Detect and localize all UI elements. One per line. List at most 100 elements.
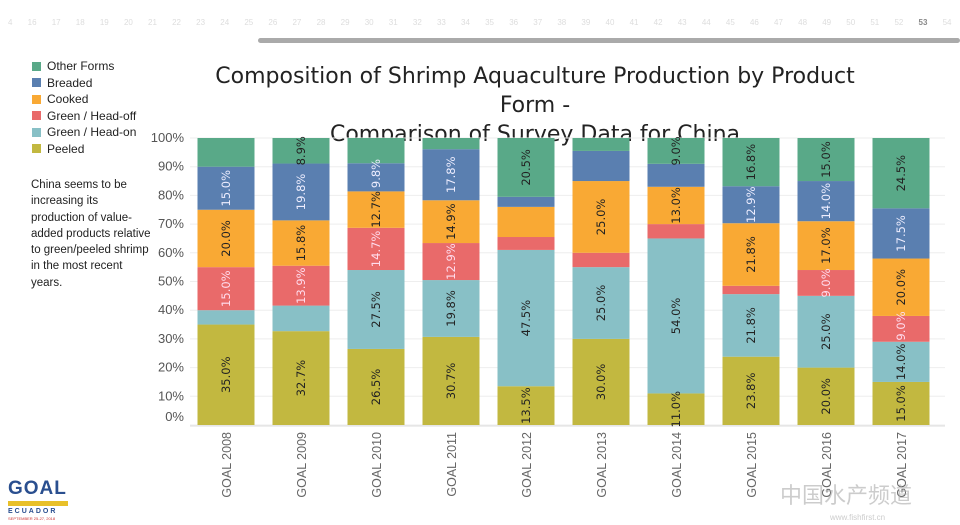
- bar-segment-other-forms[interactable]: [572, 138, 630, 151]
- bar-segment-peeled[interactable]: [722, 356, 780, 425]
- bar-segment-breaded[interactable]: [722, 186, 780, 224]
- bar-segment-peeled[interactable]: [797, 367, 855, 425]
- page-number[interactable]: 28: [316, 18, 326, 27]
- bar-segment-green-head-on[interactable]: [722, 294, 780, 357]
- page-number[interactable]: 29: [340, 18, 350, 27]
- bar-segment-green-head-off[interactable]: [422, 243, 480, 281]
- bar-segment-green-head-off[interactable]: [197, 267, 255, 311]
- page-number[interactable]: 49: [822, 18, 832, 27]
- page-number[interactable]: 17: [51, 18, 61, 27]
- page-number[interactable]: 38: [557, 18, 567, 27]
- bar-segment-cooked[interactable]: [647, 186, 705, 225]
- legend-item[interactable]: Other Forms: [32, 58, 136, 75]
- page-number[interactable]: 24: [220, 18, 230, 27]
- bar-segment-green-head-on[interactable]: [272, 305, 330, 332]
- page-number[interactable]: 34: [461, 18, 470, 27]
- page-number[interactable]: 39: [581, 18, 591, 27]
- bar-segment-peeled[interactable]: [197, 324, 255, 425]
- bar-segment-green-head-on[interactable]: [422, 280, 480, 337]
- page-number[interactable]: 43: [677, 18, 687, 27]
- bar-segment-breaded[interactable]: [572, 150, 630, 182]
- bar-segment-green-head-off[interactable]: [272, 265, 330, 306]
- legend-item[interactable]: Green / Head-off: [32, 108, 136, 125]
- page-number[interactable]: 37: [533, 18, 543, 27]
- bar-segment-green-head-off[interactable]: [872, 315, 930, 342]
- legend-item[interactable]: Green / Head-on: [32, 124, 136, 141]
- page-number[interactable]: 19: [99, 18, 109, 27]
- bar-segment-green-head-off[interactable]: [347, 227, 405, 271]
- bar-segment-other-forms[interactable]: [347, 138, 405, 164]
- bar-segment-green-head-on[interactable]: [197, 310, 255, 325]
- page-number[interactable]: 33: [436, 18, 446, 27]
- bar-segment-breaded[interactable]: [872, 208, 930, 259]
- bar-segment-green-head-off[interactable]: [647, 224, 705, 239]
- bar-segment-cooked[interactable]: [797, 221, 855, 271]
- bar-segment-other-forms[interactable]: [422, 138, 480, 150]
- page-number[interactable]: 51: [870, 18, 880, 27]
- bar-segment-other-forms[interactable]: [797, 138, 855, 182]
- bar-segment-other-forms[interactable]: [722, 138, 780, 187]
- page-number[interactable]: 42: [653, 18, 663, 27]
- legend-item[interactable]: Breaded: [32, 75, 136, 92]
- page-number[interactable]: 16: [27, 18, 37, 27]
- bar-segment-cooked[interactable]: [422, 200, 480, 244]
- bar-segment-cooked[interactable]: [872, 258, 930, 316]
- bar-segment-green-head-off[interactable]: [722, 285, 780, 295]
- bar-segment-green-head-on[interactable]: [347, 270, 405, 349]
- bar-segment-other-forms[interactable]: [497, 138, 555, 197]
- page-number[interactable]: 32: [412, 18, 422, 27]
- bar-segment-peeled[interactable]: [272, 331, 330, 425]
- bar-segment-cooked[interactable]: [347, 191, 405, 228]
- page-number[interactable]: 36: [509, 18, 519, 27]
- page-number[interactable]: 53: [918, 18, 928, 27]
- bar-segment-peeled[interactable]: [872, 381, 930, 425]
- bar-segment-other-forms[interactable]: [872, 138, 930, 209]
- bar-segment-peeled[interactable]: [347, 348, 405, 425]
- page-number[interactable]: 22: [172, 18, 181, 27]
- bar-segment-peeled[interactable]: [647, 393, 705, 425]
- page-number[interactable]: 35: [485, 18, 495, 27]
- bar-segment-breaded[interactable]: [497, 196, 555, 207]
- bar-segment-green-head-off[interactable]: [497, 237, 555, 250]
- page-number[interactable]: 47: [774, 18, 783, 27]
- bar-segment-cooked[interactable]: [197, 209, 255, 268]
- page-number[interactable]: 26: [268, 18, 278, 27]
- bar-segment-cooked[interactable]: [497, 206, 555, 238]
- page-number[interactable]: 23: [196, 18, 206, 27]
- bar-segment-green-head-on[interactable]: [797, 295, 855, 368]
- bar-segment-other-forms[interactable]: [647, 138, 705, 164]
- bar-segment-green-head-on[interactable]: [647, 238, 705, 394]
- bar-segment-green-head-on[interactable]: [497, 249, 555, 387]
- page-number[interactable]: 18: [75, 18, 85, 27]
- bar-segment-cooked[interactable]: [722, 223, 780, 286]
- bar-segment-breaded[interactable]: [422, 149, 480, 201]
- bar-segment-green-head-off[interactable]: [797, 270, 855, 296]
- bar-segment-peeled[interactable]: [497, 386, 555, 425]
- bar-segment-breaded[interactable]: [197, 166, 255, 210]
- page-number[interactable]: 48: [798, 18, 808, 27]
- bar-segment-peeled[interactable]: [422, 336, 480, 425]
- page-number[interactable]: 44: [701, 18, 711, 27]
- bar-segment-green-head-off[interactable]: [572, 252, 630, 268]
- horizontal-scrollbar[interactable]: [258, 38, 960, 43]
- page-number[interactable]: 25: [244, 18, 254, 27]
- legend-item[interactable]: Cooked: [32, 91, 136, 108]
- page-number[interactable]: 50: [846, 18, 856, 27]
- page-number[interactable]: 54: [942, 18, 952, 27]
- bar-segment-other-forms[interactable]: [272, 138, 330, 164]
- legend-item[interactable]: Peeled: [32, 141, 136, 158]
- page-number[interactable]: 21: [148, 18, 157, 27]
- page-number[interactable]: 41: [629, 18, 639, 27]
- bar-segment-breaded[interactable]: [272, 163, 330, 221]
- bar-segment-other-forms[interactable]: [197, 138, 255, 167]
- bar-segment-breaded[interactable]: [647, 163, 705, 187]
- bar-segment-breaded[interactable]: [347, 163, 405, 192]
- page-number[interactable]: 20: [123, 18, 133, 27]
- page-number[interactable]: 30: [364, 18, 374, 27]
- page-number[interactable]: 52: [894, 18, 904, 27]
- page-number[interactable]: 45: [725, 18, 735, 27]
- page-number[interactable]: 31: [388, 18, 398, 27]
- bar-segment-green-head-on[interactable]: [872, 341, 930, 382]
- page-number[interactable]: 4: [8, 18, 13, 27]
- bar-segment-cooked[interactable]: [572, 181, 630, 253]
